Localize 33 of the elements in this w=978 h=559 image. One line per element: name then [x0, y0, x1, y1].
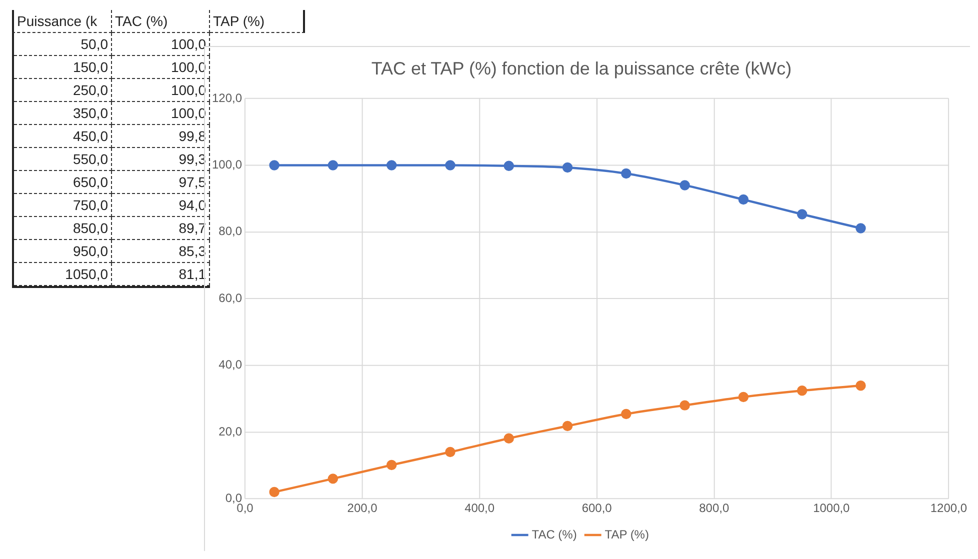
- legend-label: TAP (%): [604, 527, 649, 542]
- text: 89,7: [112, 217, 210, 240]
- x-tick-label: 600,0: [582, 501, 612, 516]
- text: 250,0: [14, 79, 112, 102]
- text: 1050,0: [14, 263, 112, 286]
- text: 150,0: [14, 56, 112, 79]
- y-tick-label: 100,0: [212, 158, 242, 172]
- text: Puissance (k: [12, 10, 112, 33]
- text: 550,0: [14, 148, 112, 171]
- text: 450,0: [14, 125, 112, 148]
- x-tick-label: 1200,0: [930, 501, 968, 516]
- x-tick-label: 400,0: [464, 501, 495, 516]
- y-tick-label: 40,0: [218, 358, 242, 372]
- y-tick-label: 60,0: [218, 290, 242, 305]
- legend-label: TAC (%): [532, 527, 577, 542]
- chart-title: TAC et TAP (%) fonction de la puissance crête (kWc): [371, 58, 792, 79]
- y-tick-label: 20,0: [218, 424, 242, 438]
- text: 950,0: [14, 240, 112, 263]
- x-tick-label: 0,0: [236, 501, 254, 516]
- y-tick-label: 80,0: [218, 224, 242, 238]
- text: 81,1: [112, 263, 210, 286]
- text: 850,0: [14, 217, 112, 240]
- text: TAP (%): [210, 10, 305, 33]
- x-tick-label: 800,0: [699, 501, 730, 516]
- text: 50,0: [14, 33, 112, 56]
- x-tick-label: 200,0: [347, 501, 378, 516]
- x-tick-label: 1000,0: [813, 501, 850, 516]
- text: 350,0: [14, 102, 112, 125]
- y-tick-label: 120,0: [212, 90, 242, 105]
- text: 100,0: [112, 33, 210, 56]
- text: TAC (%): [112, 10, 210, 33]
- text: 650,0: [14, 171, 112, 194]
- text: 750,0: [14, 194, 112, 217]
